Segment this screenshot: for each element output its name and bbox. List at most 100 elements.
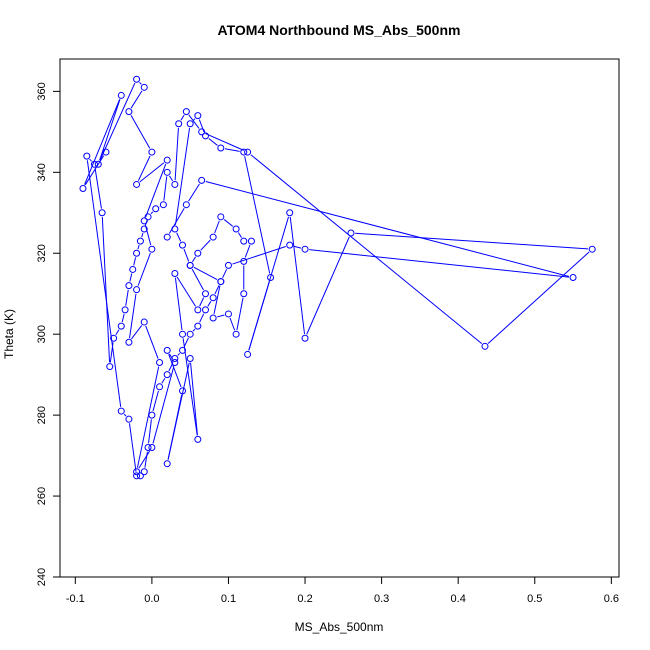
data-point bbox=[133, 286, 141, 294]
series-segment bbox=[168, 354, 182, 388]
data-point bbox=[301, 245, 309, 253]
series-segment bbox=[188, 183, 200, 202]
data-point bbox=[163, 233, 171, 241]
series-segment bbox=[174, 127, 191, 225]
series-segment bbox=[129, 273, 133, 282]
series-segment bbox=[208, 138, 218, 146]
data-point bbox=[194, 249, 202, 257]
data-point bbox=[198, 128, 206, 136]
data-point bbox=[94, 160, 102, 168]
data-point bbox=[179, 241, 187, 249]
data-point bbox=[159, 201, 167, 209]
series-segment bbox=[487, 251, 590, 344]
data-point bbox=[286, 209, 294, 217]
data-point bbox=[198, 176, 206, 184]
y-tick-label: 280 bbox=[36, 406, 48, 424]
data-point bbox=[179, 387, 187, 395]
series-segment bbox=[101, 216, 111, 363]
series-lines bbox=[84, 81, 590, 472]
data-point bbox=[182, 108, 190, 116]
data-point bbox=[148, 245, 156, 253]
series-segment bbox=[207, 301, 212, 307]
series-segment bbox=[309, 249, 569, 278]
data-point bbox=[133, 180, 141, 188]
series-segment bbox=[163, 176, 168, 201]
data-point bbox=[247, 237, 255, 245]
series-segment bbox=[180, 114, 185, 121]
data-point bbox=[140, 83, 148, 91]
series-segment bbox=[125, 289, 129, 306]
data-point bbox=[144, 444, 152, 451]
series-segment bbox=[152, 390, 159, 412]
series-segment bbox=[129, 293, 137, 339]
data-point bbox=[267, 274, 275, 282]
y-axis-label: Theta (K) bbox=[2, 309, 16, 359]
series-segment bbox=[190, 362, 198, 436]
data-point bbox=[129, 265, 137, 273]
data-point bbox=[121, 306, 129, 314]
data-point bbox=[125, 338, 133, 346]
data-point bbox=[144, 213, 152, 221]
data-point bbox=[201, 132, 209, 140]
data-point bbox=[244, 350, 252, 358]
series-segment bbox=[89, 158, 92, 162]
data-point bbox=[83, 152, 91, 160]
series-segment bbox=[84, 155, 105, 186]
series-segment bbox=[289, 216, 306, 335]
data-point bbox=[140, 225, 148, 233]
series-segment bbox=[200, 239, 211, 251]
series-segment bbox=[237, 232, 242, 238]
series-points bbox=[79, 75, 596, 480]
y-tick-label: 360 bbox=[36, 82, 48, 100]
series-segment bbox=[145, 325, 159, 359]
series-segment bbox=[183, 248, 190, 262]
y-axis: 240 260 280 300 320 340 360 bbox=[36, 82, 61, 586]
data-point bbox=[224, 261, 232, 269]
data-point bbox=[156, 383, 164, 391]
series-segment bbox=[244, 156, 271, 274]
series-segment bbox=[128, 423, 137, 472]
series-segment bbox=[139, 81, 142, 85]
series-segment bbox=[176, 276, 197, 307]
data-point bbox=[179, 346, 187, 354]
data-point bbox=[347, 229, 355, 237]
data-point bbox=[194, 322, 202, 330]
series-segment bbox=[244, 244, 251, 258]
chart-title: ATOM4 Northbound MS_Abs_500nm bbox=[218, 22, 461, 38]
data-point bbox=[90, 160, 98, 168]
data-point bbox=[152, 205, 160, 213]
x-tick-label: 0.1 bbox=[221, 593, 236, 605]
data-point bbox=[186, 330, 194, 338]
data-point bbox=[240, 257, 248, 265]
y-tick-label: 340 bbox=[36, 163, 48, 181]
data-point bbox=[125, 282, 133, 290]
series-segment bbox=[99, 99, 121, 161]
series-segment bbox=[139, 162, 165, 183]
data-point bbox=[481, 342, 489, 350]
series-segment bbox=[214, 285, 220, 295]
data-point bbox=[117, 91, 125, 99]
series-segment bbox=[123, 413, 127, 417]
series-segment bbox=[115, 329, 120, 335]
x-tick-label: 0.0 bbox=[144, 593, 159, 605]
series-segment bbox=[176, 232, 182, 242]
data-point bbox=[201, 290, 209, 298]
series-segment bbox=[217, 314, 225, 318]
series-segment bbox=[355, 232, 589, 250]
data-point bbox=[201, 306, 209, 314]
series-segment bbox=[99, 82, 136, 161]
series-segment bbox=[191, 256, 197, 263]
series-segment bbox=[131, 325, 143, 340]
x-axis-label: MS_Abs_500nm bbox=[295, 620, 384, 634]
data-point bbox=[140, 318, 148, 326]
data-point bbox=[186, 261, 194, 269]
data-point bbox=[175, 120, 183, 128]
series-segment bbox=[130, 90, 143, 109]
series-segment bbox=[191, 268, 204, 291]
data-point bbox=[194, 306, 202, 314]
series-segment bbox=[198, 119, 205, 133]
data-point bbox=[240, 148, 248, 156]
y-tick-label: 320 bbox=[36, 244, 48, 262]
data-point bbox=[110, 334, 118, 342]
series-segment bbox=[236, 297, 244, 331]
